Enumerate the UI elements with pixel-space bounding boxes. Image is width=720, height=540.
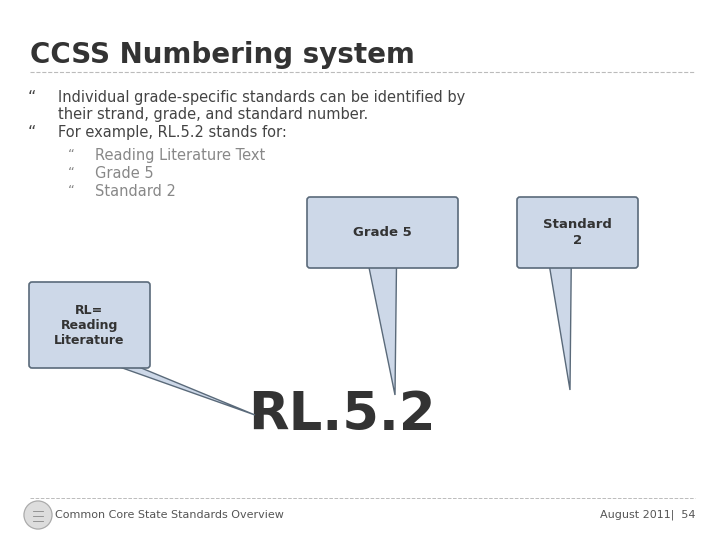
Polygon shape — [114, 365, 255, 415]
Text: Individual grade-specific standards can be identified by: Individual grade-specific standards can … — [58, 90, 465, 105]
Text: August 2011|  54: August 2011| 54 — [600, 510, 695, 520]
Text: Standard
2: Standard 2 — [543, 219, 612, 246]
Text: “: “ — [68, 148, 75, 161]
Text: Standard 2: Standard 2 — [95, 184, 176, 199]
Text: RL.5.2: RL.5.2 — [248, 389, 436, 441]
Text: their strand, grade, and standard number.: their strand, grade, and standard number… — [58, 107, 368, 122]
Text: “: “ — [68, 184, 75, 197]
Text: CCSS Numbering system: CCSS Numbering system — [30, 41, 415, 69]
FancyBboxPatch shape — [307, 197, 458, 268]
Text: For example, RL.5.2 stands for:: For example, RL.5.2 stands for: — [58, 125, 287, 140]
Text: “: “ — [28, 90, 37, 105]
Text: RL=
Reading
Literature: RL= Reading Literature — [54, 303, 125, 347]
Text: “: “ — [28, 125, 37, 140]
Text: Grade 5: Grade 5 — [353, 226, 412, 239]
FancyBboxPatch shape — [29, 282, 150, 368]
Text: Common Core State Standards Overview: Common Core State Standards Overview — [55, 510, 284, 520]
Text: Grade 5: Grade 5 — [95, 166, 153, 181]
Text: “: “ — [68, 166, 75, 179]
Polygon shape — [369, 265, 397, 395]
Text: Reading Literature Text: Reading Literature Text — [95, 148, 265, 163]
Circle shape — [24, 501, 52, 529]
FancyBboxPatch shape — [517, 197, 638, 268]
Polygon shape — [549, 265, 571, 390]
